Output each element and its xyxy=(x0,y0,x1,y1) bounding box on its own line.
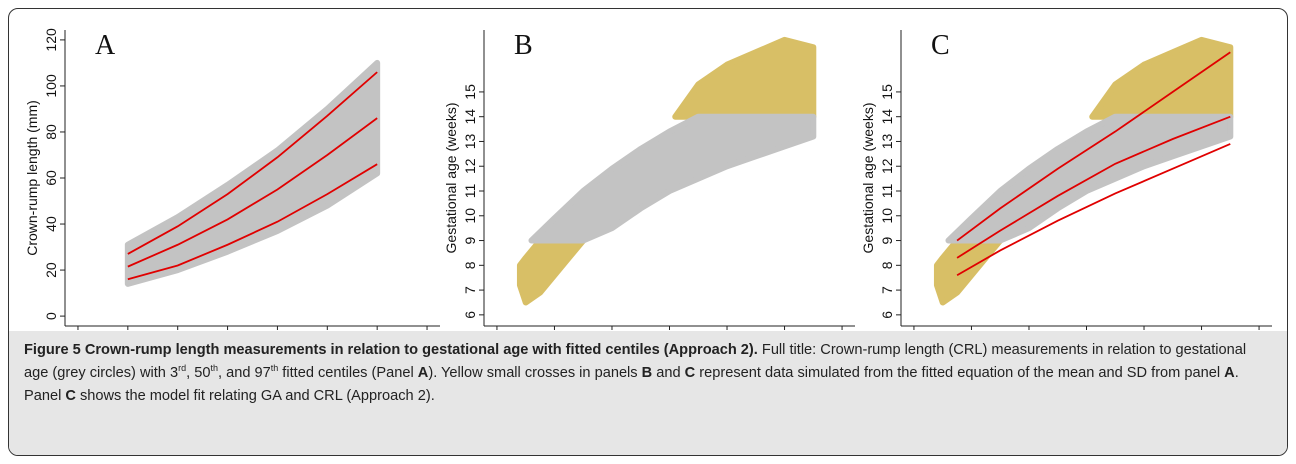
y-tick-label: 7 xyxy=(462,286,478,294)
panel-label: B xyxy=(514,30,533,61)
y-tick-label: 40 xyxy=(43,216,59,232)
y-tick-label: 60 xyxy=(43,170,59,186)
y-tick-label: 9 xyxy=(462,236,478,244)
y-tick-label: 120 xyxy=(43,28,59,52)
caption-text: B xyxy=(641,365,653,381)
panel-label: A xyxy=(95,30,116,61)
caption-text: . Panel xyxy=(24,365,1239,404)
y-tick-label: 14 xyxy=(879,109,895,125)
caption-text: Full title: Crown-rump length (CRL) meas… xyxy=(24,342,1247,381)
caption-text: A xyxy=(417,365,429,381)
y-tick-label: 12 xyxy=(462,158,478,174)
centile-line xyxy=(956,51,1231,242)
centile-line xyxy=(956,115,1231,259)
y-tick-label: 6 xyxy=(879,311,895,319)
point-cloud xyxy=(1089,36,1234,120)
centile-line xyxy=(127,117,378,268)
caption-text: , 50 xyxy=(186,365,211,381)
y-tick-label: 15 xyxy=(879,84,895,100)
point-cloud xyxy=(516,237,587,306)
y-tick-label: 14 xyxy=(462,109,478,125)
caption-text: th xyxy=(270,363,279,374)
caption-text: C xyxy=(65,388,76,404)
caption-text: and xyxy=(652,365,685,381)
y-tick-label: 20 xyxy=(43,262,59,278)
point-cloud xyxy=(528,113,817,244)
y-tick-label: 11 xyxy=(462,184,478,199)
charts: 8 9 10 11 12 13 14 15 0 20 40 60 80 100 120 Gestational… xyxy=(24,28,1272,330)
caption-text: rd xyxy=(178,363,187,374)
y-axis-title: Gestational age (weeks) xyxy=(860,103,876,254)
centile-line xyxy=(127,71,378,255)
caption-text: shows the model fit relating GA and CRL … xyxy=(75,388,435,404)
y-tick-label: 10 xyxy=(462,208,478,224)
y-tick-label: 11 xyxy=(879,184,895,199)
caption-text: th xyxy=(210,363,218,374)
y-tick-label: 15 xyxy=(462,84,478,100)
caption-text: represent data simulated from the fitted… xyxy=(695,365,1225,381)
centile-line xyxy=(956,143,1231,277)
y-tick-label: 10 xyxy=(879,208,895,224)
y-tick-label: 6 xyxy=(462,311,478,319)
caption-text: C xyxy=(684,365,696,381)
y-tick-label: 12 xyxy=(879,158,895,174)
point-cloud xyxy=(124,59,381,287)
panel-label: C xyxy=(931,30,950,61)
caption-text: ). Yellow small crosses in panels xyxy=(428,365,642,381)
caption-text: , and 97 xyxy=(217,365,271,381)
caption-text: fitted centiles (Panel xyxy=(278,365,418,381)
caption: Figure 5 Crown-rump length measurements … xyxy=(9,331,1287,455)
figure: Figure 5 Crown-rump length measurements … xyxy=(8,8,1288,456)
y-tick-label: 7 xyxy=(879,286,895,294)
y-tick-label: 9 xyxy=(879,236,895,244)
centile-line xyxy=(127,163,378,281)
caption-title: Figure 5 Crown-rump length measurements … xyxy=(24,342,758,358)
y-tick-label: 13 xyxy=(462,133,478,149)
y-tick-label: 100 xyxy=(43,74,59,98)
y-tick-label: 0 xyxy=(43,312,59,320)
y-tick-label: 8 xyxy=(879,261,895,269)
y-axis-title: Crown-rump length (mm) xyxy=(24,100,40,256)
point-cloud xyxy=(672,36,817,120)
y-tick-label: 13 xyxy=(879,133,895,149)
caption-text: A xyxy=(1224,365,1235,381)
y-axis-title: Gestational age (weeks) xyxy=(443,103,459,254)
y-tick-label: 80 xyxy=(43,124,59,140)
y-tick-label: 8 xyxy=(462,261,478,269)
